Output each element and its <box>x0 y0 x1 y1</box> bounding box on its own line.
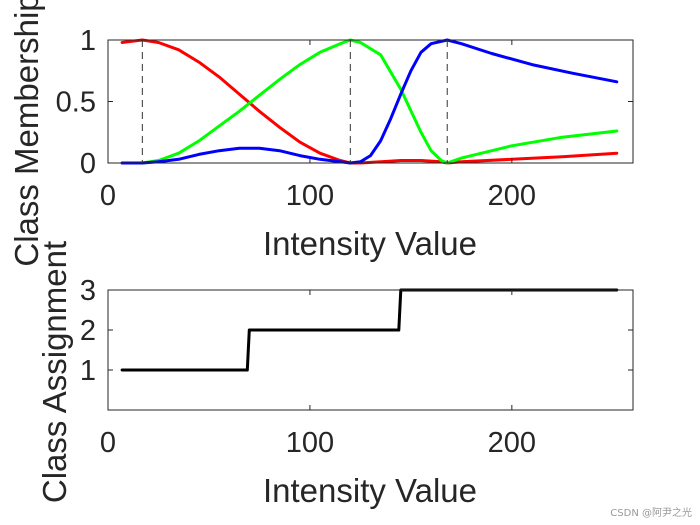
membership-series-line-3 <box>120 38 619 165</box>
assignment-plot: 0 100 200 1 2 3 Intensity Value Class Assign… <box>36 241 634 509</box>
watermark-text: CSDN @阿尹之光 <box>610 508 692 519</box>
membership-axes-box <box>107 39 634 164</box>
assignment-series-line-1 <box>120 288 619 372</box>
membership-y-tick-label: 0 <box>80 148 96 180</box>
membership-x-tick-label: 100 <box>286 180 334 212</box>
membership-x-tick-label: 0 <box>100 180 116 212</box>
assignment-axes-box <box>107 289 634 411</box>
assignment-series-group <box>120 288 619 372</box>
membership-y-tick-label: 0.5 <box>56 87 96 119</box>
membership-x-tick-label: 200 <box>488 180 536 212</box>
assignment-x-tick-label: 200 <box>488 427 536 459</box>
membership-y-tick-label: 1 <box>80 25 96 57</box>
membership-x-axis-label: Intensity Value <box>263 225 477 262</box>
assignment-y-tick-label: 2 <box>80 315 96 347</box>
membership-y-ticks: 00.51 <box>56 25 633 180</box>
membership-cluster-center-lines <box>141 40 448 163</box>
assignment-x-tick-label: 0 <box>100 427 116 459</box>
assignment-y-axis-label: Class Assignment <box>36 241 73 503</box>
membership-series-line-2 <box>120 38 619 165</box>
assignment-y-ticks: 1 2 3 <box>80 275 633 387</box>
membership-x-ticks: 0 100 200 <box>100 40 536 212</box>
assignment-x-tick-label: 100 <box>286 427 334 459</box>
assignment-x-axis-label: Intensity Value <box>263 472 477 509</box>
membership-y-axis-label: Class Membership <box>8 0 45 267</box>
assignment-y-tick-label: 1 <box>80 355 96 387</box>
membership-series-line-1 <box>120 38 619 165</box>
membership-plot: 0 100 200 00.51 Intensity Value Class Memb… <box>8 0 634 267</box>
assignment-x-ticks: 0 100 200 <box>100 290 536 459</box>
assignment-y-tick-label: 3 <box>80 275 96 307</box>
membership-series-group <box>120 38 619 165</box>
